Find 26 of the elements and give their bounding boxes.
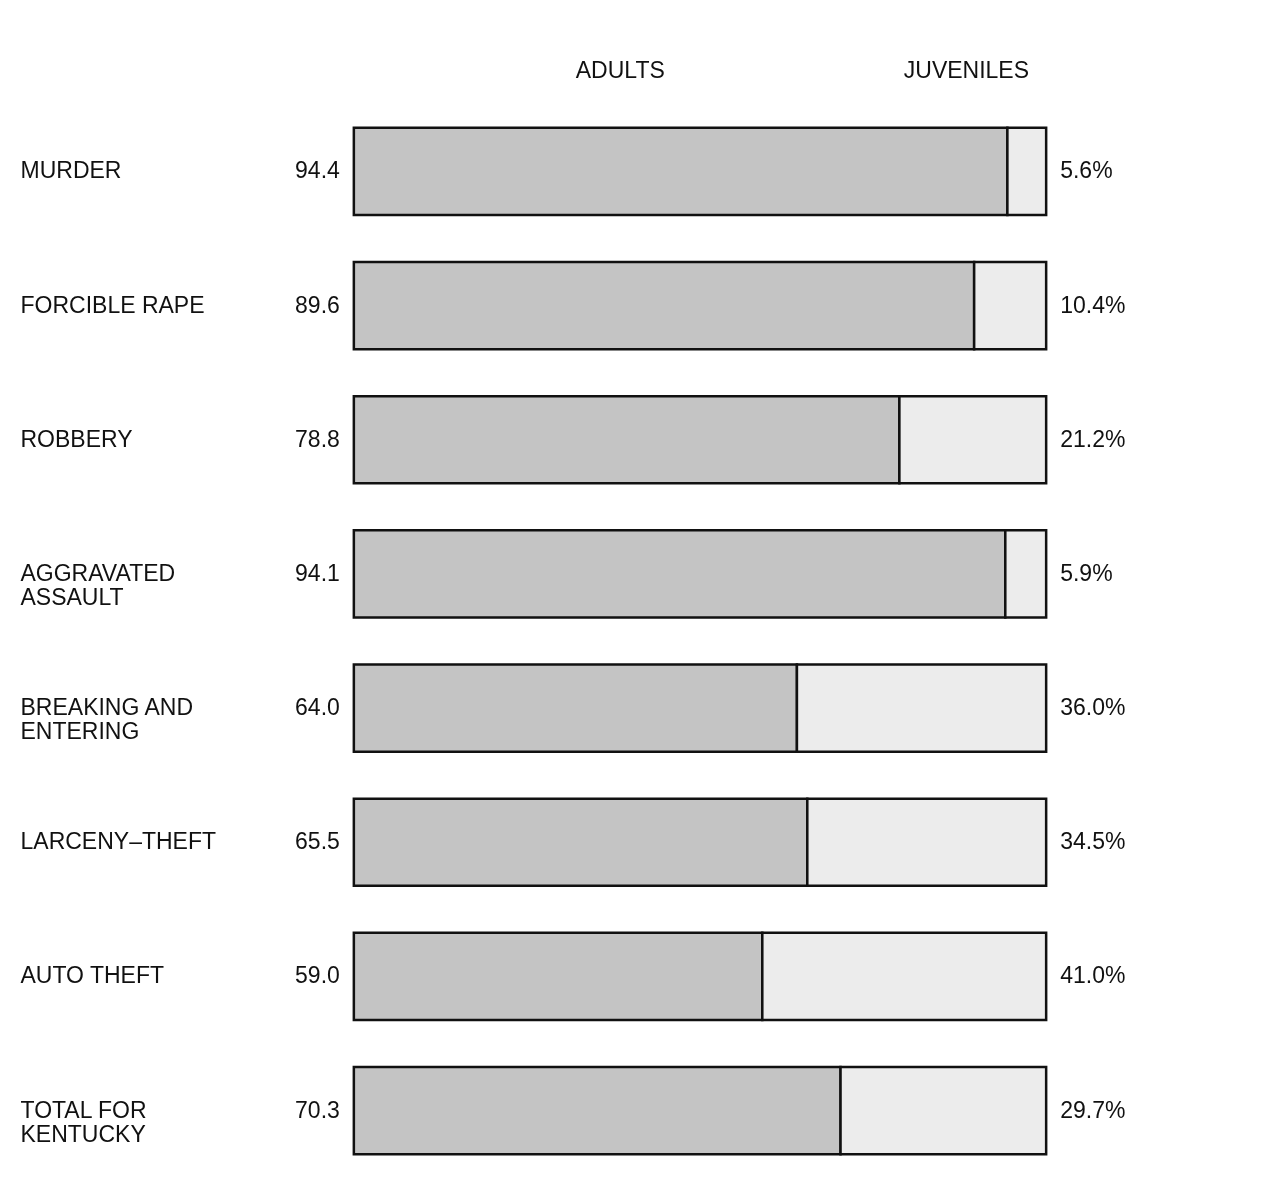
- series-label: ADULTS: [575, 57, 665, 83]
- data-label: 59.0: [295, 962, 340, 989]
- y-tick-label: AUTO THEFT: [20, 962, 165, 989]
- data-label: 41.0%: [1060, 962, 1126, 989]
- y-tick-label: TOTAL FOR KENTUCKY: [20, 1096, 147, 1147]
- data-label: 64.0: [295, 694, 340, 721]
- y-tick-label: AGGRAVATED ASSAULT: [20, 559, 176, 610]
- data-label: 70.3: [295, 1096, 340, 1123]
- data-label: 21.2%: [1060, 425, 1126, 452]
- data-label: 89.6: [295, 291, 340, 318]
- y-tick-label: LARCENY–THEFT: [20, 828, 217, 855]
- data-label: 94.4: [295, 157, 341, 184]
- data-label: 78.8: [295, 425, 340, 452]
- y-tick-label: ROBBERY: [20, 425, 133, 452]
- data-label: 34.5%: [1060, 828, 1126, 855]
- data-label: 5.9%: [1060, 559, 1113, 586]
- y-tick-label: MURDER: [20, 157, 122, 184]
- data-label: 5.6%: [1060, 157, 1113, 184]
- data-label: 65.5: [295, 828, 340, 855]
- data-label: 10.4%: [1060, 291, 1126, 318]
- data-label: 29.7%: [1060, 1096, 1126, 1123]
- series-label: JUVENILES: [903, 57, 1030, 83]
- y-tick-label: FORCIBLE RAPE: [20, 291, 205, 318]
- y-tick-label: BREAKING AND ENTERING: [20, 694, 194, 745]
- data-label: 36.0%: [1060, 694, 1126, 721]
- data-label: 94.1: [295, 559, 340, 586]
